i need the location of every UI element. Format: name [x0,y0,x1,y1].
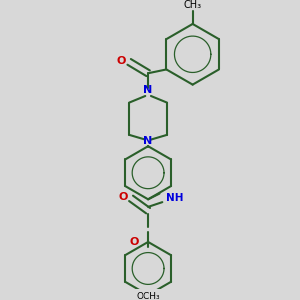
Text: O: O [119,192,128,203]
Text: N: N [143,85,153,95]
Text: N: N [143,136,153,146]
Text: O: O [129,237,139,247]
Text: O: O [117,56,126,66]
Text: OCH₃: OCH₃ [136,292,160,300]
Text: CH₃: CH₃ [184,0,202,10]
Text: NH: NH [166,194,184,203]
